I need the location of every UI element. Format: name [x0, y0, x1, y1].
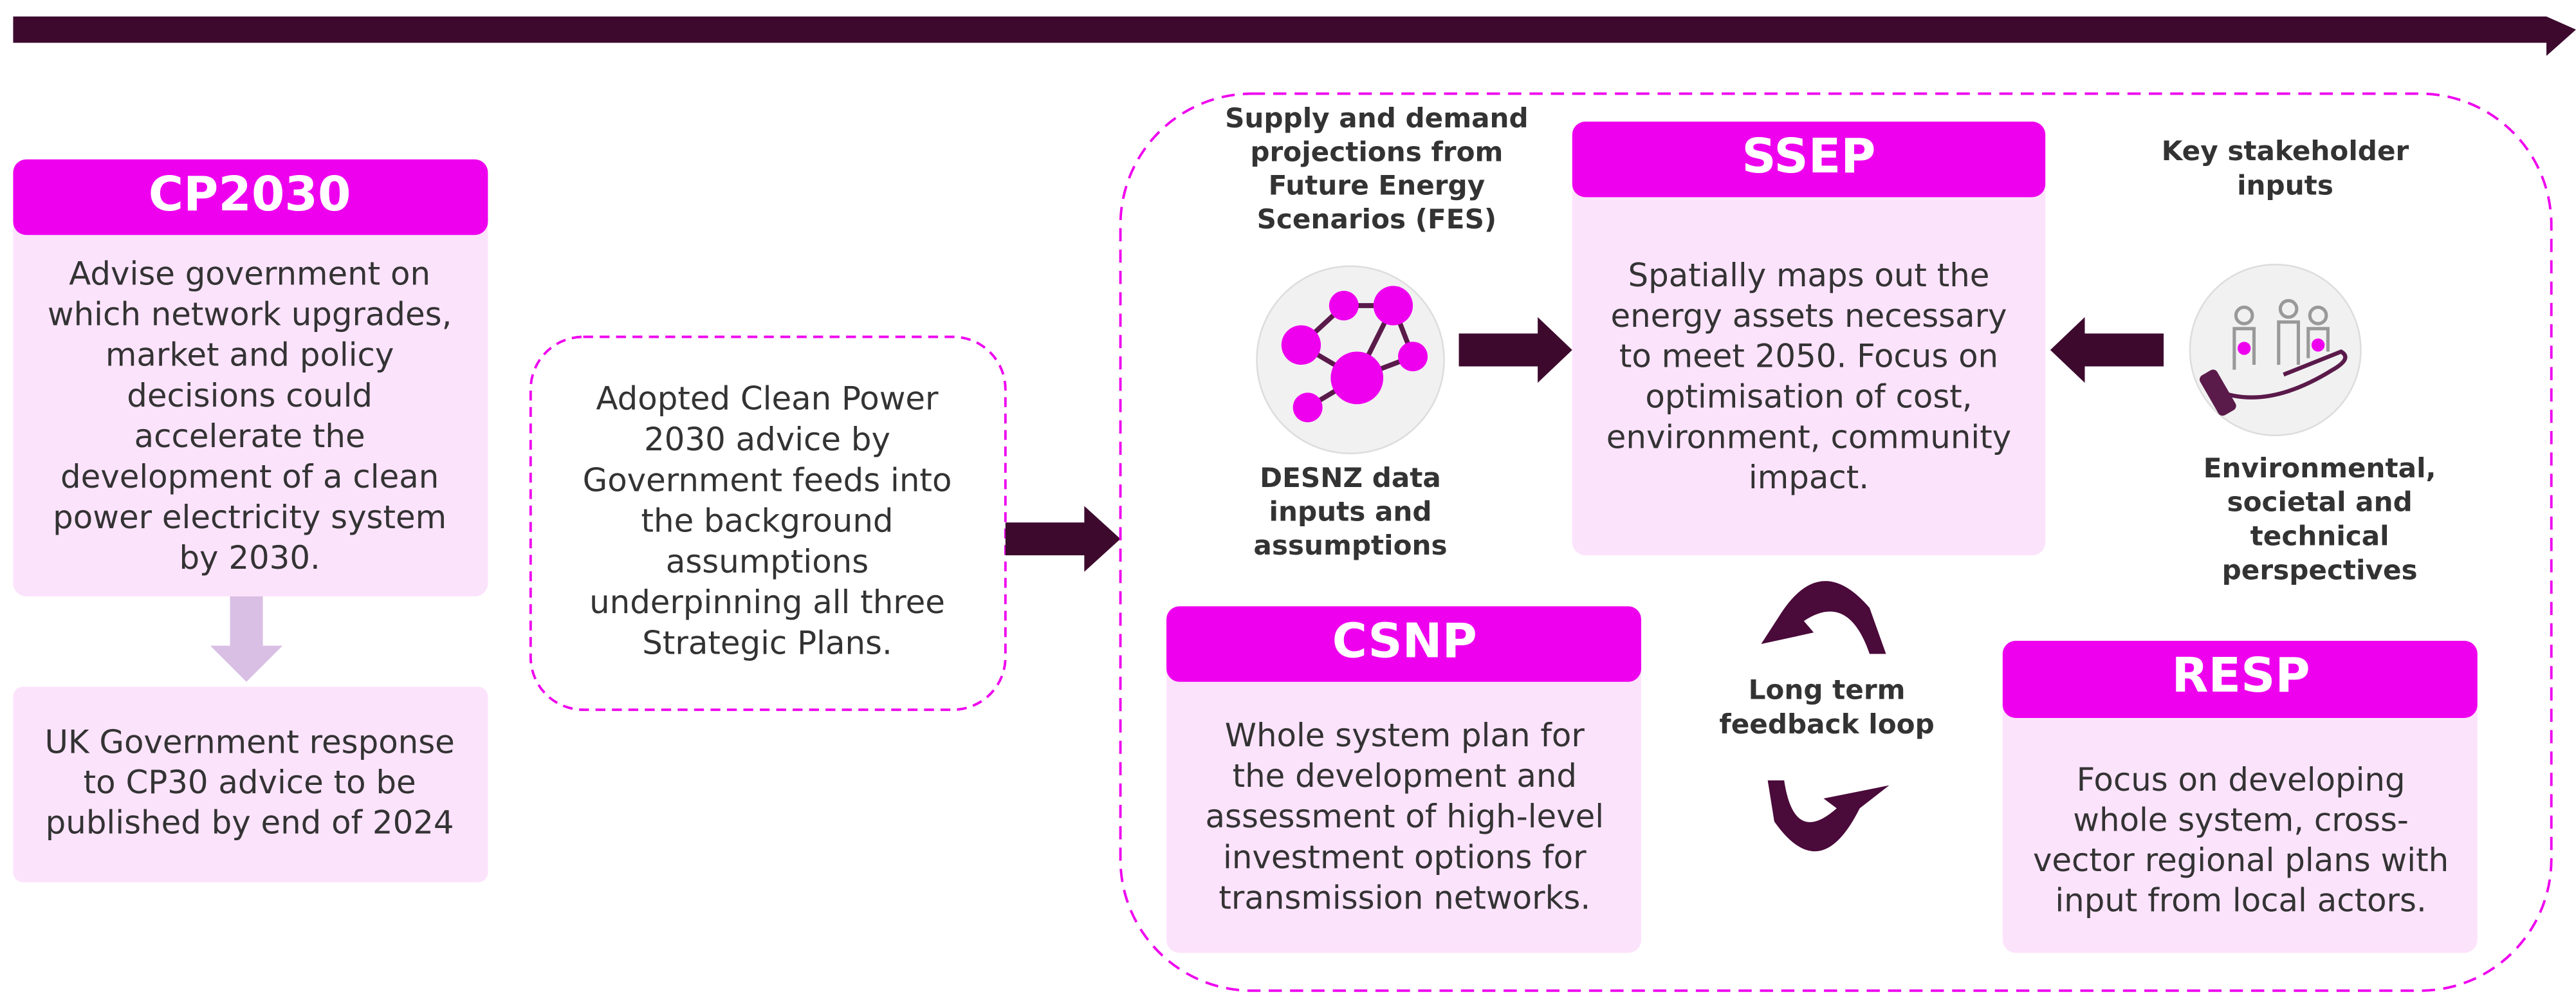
ssep-box	[1572, 122, 2046, 556]
text-line: Key stakeholder	[2162, 135, 2409, 167]
text-line: the development and	[1233, 757, 1577, 795]
adopted-box	[529, 335, 1007, 712]
text-line: Future Energy	[1269, 170, 1486, 201]
box-title: CSNP	[1332, 614, 1477, 669]
text-line: accelerate the	[134, 418, 365, 455]
text-line: decisions could	[127, 377, 373, 414]
text-line: market and policy	[106, 336, 394, 374]
text-line: assumptions	[666, 543, 869, 580]
text-line: Government feeds into	[583, 461, 952, 499]
plans-group	[1119, 92, 2553, 992]
arrow	[1005, 506, 1121, 572]
resp-box	[2002, 640, 2478, 953]
text-line: investment options for	[1223, 838, 1587, 876]
box-title: SSEP	[1742, 129, 1875, 184]
text-line: environment, community	[1606, 418, 2011, 456]
text-line: DESNZ data	[1260, 462, 1441, 493]
text-line: underpinning all three	[589, 584, 945, 621]
csnp-box	[1166, 606, 1642, 953]
network-icon	[1256, 265, 1445, 455]
text-line: assessment of high-level	[1206, 798, 1605, 835]
csnp-header	[1166, 606, 1642, 682]
arrow	[1458, 317, 1572, 383]
text-line: Strategic Plans.	[642, 625, 892, 662]
text-line: inputs	[2237, 170, 2333, 201]
text-line: energy assets necessary	[1610, 297, 2007, 335]
feedback-arrows	[1761, 581, 1890, 852]
text-line: Focus on developing	[2077, 761, 2406, 798]
text-line: projections from	[1250, 136, 1503, 167]
text-line: whole system, cross-	[2073, 802, 2409, 839]
ssep-header	[1572, 122, 2046, 198]
text-line: transmission networks.	[1219, 879, 1590, 916]
text-line: the background	[641, 502, 894, 540]
text-line: impact.	[1749, 459, 1869, 496]
text-line: development of a clean	[60, 458, 439, 495]
text-line: feedback loop	[1719, 708, 1934, 740]
text-line: input from local actors.	[2055, 882, 2426, 919]
text-line: published by end of 2024	[46, 804, 454, 841]
text-line: by 2030.	[179, 539, 320, 576]
text-line: to CP30 advice to be	[84, 764, 416, 801]
text-line: vector regional plans with	[2033, 842, 2449, 879]
text-line: Advise government on	[69, 255, 430, 293]
text-line: Adopted Clean Power	[596, 380, 939, 418]
text-line: Environmental,	[2203, 452, 2436, 484]
text-line: Spatially maps out the	[1628, 257, 1990, 294]
down-arrow	[210, 596, 283, 682]
text-line: to meet 2050. Focus on	[1619, 338, 1998, 375]
text-line: assumptions	[1253, 529, 1447, 561]
text-line: Long term	[1749, 674, 1906, 706]
text-line: technical	[2250, 520, 2389, 552]
text-line: power electricity system	[53, 499, 446, 536]
stakeholder-icon	[2189, 263, 2362, 437]
text-line: perspectives	[2222, 554, 2418, 585]
text-line: optimisation of cost,	[1645, 378, 1972, 416]
resp-header	[2002, 640, 2478, 718]
cp2030-header	[13, 159, 488, 235]
box-title: RESP	[2171, 648, 2310, 703]
text-line: which network upgrades,	[48, 296, 452, 333]
text-line: Scenarios (FES)	[1257, 203, 1497, 235]
text-line: Supply and demand	[1225, 102, 1529, 134]
box-title: CP2030	[149, 167, 351, 222]
text-line: societal and	[2227, 486, 2413, 518]
text-line: inputs and	[1269, 496, 1432, 528]
uk-response-box	[13, 686, 488, 883]
cp2030-box	[13, 159, 488, 596]
text-line: UK Government response	[44, 723, 454, 760]
arrow	[2050, 317, 2164, 383]
text-line: Whole system plan for	[1225, 717, 1585, 754]
text-line: 2030 advice by	[644, 421, 890, 458]
timeline-arrow	[13, 16, 2576, 56]
